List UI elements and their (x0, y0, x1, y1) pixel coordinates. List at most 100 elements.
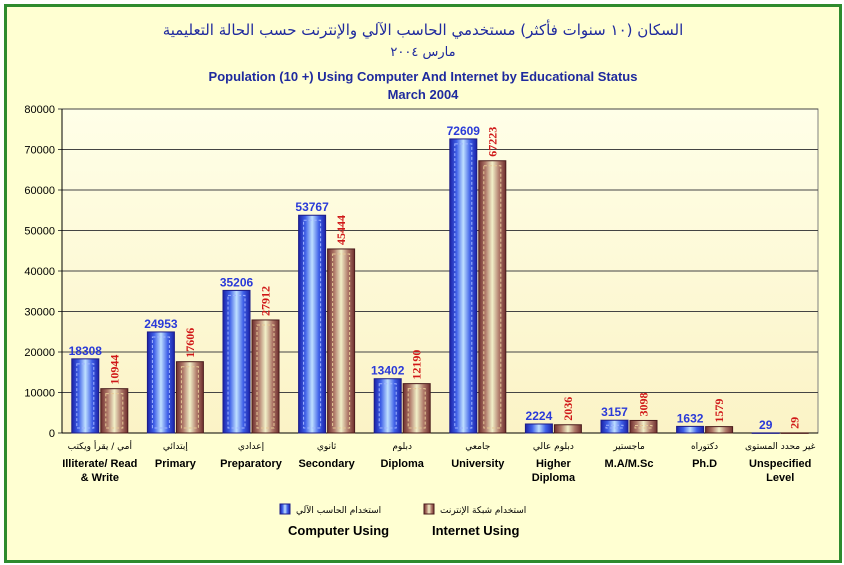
x-tick-label-arabic: جامعي (465, 442, 490, 452)
y-tick-label: 50000 (24, 226, 55, 238)
bar-computer-using (222, 289, 251, 434)
data-label-internet-using: 10944 (107, 355, 121, 385)
legend-label-arabic: استخدام شبكة الإنترنت (440, 506, 526, 516)
bar-inner-pattern (105, 393, 124, 429)
bar-computer-using (600, 419, 629, 434)
x-tick-label: Primary (155, 458, 197, 470)
bar-internet-using (402, 383, 431, 434)
bar-fill (705, 426, 734, 434)
bar-fill (449, 138, 478, 434)
legend-swatch (279, 503, 291, 515)
data-label-internet-using: 17606 (183, 328, 197, 358)
bar-fill (553, 424, 582, 434)
data-label-internet-using: 29 (788, 417, 802, 429)
x-tick-label-arabic: إبتدائي (163, 442, 188, 452)
y-tick-label: 60000 (24, 185, 55, 197)
y-tick-label: 40000 (24, 266, 55, 278)
data-label-computer-using: 13402 (371, 364, 405, 378)
x-tick-label: Preparatory (220, 458, 283, 470)
bar-fill (373, 378, 402, 434)
bar-fill (222, 289, 251, 434)
x-tick-label: Secondary (298, 458, 355, 470)
bar-fill (780, 432, 809, 434)
y-tick-label: 10000 (24, 388, 55, 400)
bar-inner-pattern (151, 336, 170, 429)
x-tick-label: Higher (536, 458, 572, 470)
bar-internet-using (780, 432, 809, 434)
bar-fill (676, 425, 705, 434)
legend-swatch (423, 503, 435, 515)
bar-inner-pattern (454, 143, 473, 429)
data-label-internet-using: 12190 (410, 350, 424, 380)
bar-fill (600, 419, 629, 434)
x-tick-label: University (451, 458, 505, 470)
data-label-internet-using: 1579 (712, 399, 726, 423)
bar-internet-using (327, 248, 356, 434)
data-label-computer-using: 29 (759, 418, 773, 432)
data-label-internet-using: 2036 (561, 397, 575, 421)
chart-subtitle-arabic: مارس ٢٠٠٤ (390, 45, 456, 60)
x-tick-label: Illiterate/ Read (62, 458, 137, 470)
bar-internet-using (705, 426, 734, 434)
x-tick-label: M.A/M.Sc (605, 458, 654, 470)
bar-fill (175, 361, 204, 434)
y-tick-label: 70000 (24, 145, 55, 157)
legend-label-arabic: استخدام الحاسب الآلي (296, 504, 381, 516)
bar-fill (327, 248, 356, 434)
data-label-internet-using: 45444 (334, 215, 348, 245)
data-label-computer-using: 1632 (677, 411, 704, 425)
bar-inner-pattern (378, 383, 397, 429)
bar-fill (478, 160, 507, 434)
bar-internet-using (629, 419, 658, 434)
bar-internet-using (175, 361, 204, 434)
x-tick-label: Diploma (380, 458, 424, 470)
data-label-computer-using: 24953 (144, 317, 178, 331)
legend-item-computer-using: استخدام الحاسب الآلي Computer Using (279, 503, 389, 538)
bar-inner-pattern (483, 165, 502, 429)
data-label-internet-using: 27912 (259, 286, 273, 316)
bar-computer-using (751, 432, 780, 434)
x-tick-label-arabic: أمي / يقرأ ويكتب (68, 440, 132, 452)
x-tick-label-arabic: دبلوم (392, 442, 412, 452)
y-tick-label: 80000 (24, 104, 55, 116)
x-tick-label-arabic: إعدادي (238, 442, 264, 452)
x-tick-label-arabic: دبلوم عالي (533, 442, 574, 452)
y-tick-label: 30000 (24, 307, 55, 319)
chart-title: Population (10 +) Using Computer And Int… (208, 69, 638, 84)
x-tick-label-arabic: ماجستير (612, 442, 645, 452)
y-tick-label: 0 (49, 428, 55, 440)
bar-fill (100, 388, 129, 434)
legend-label: Computer Using (288, 523, 389, 538)
data-label-computer-using: 3157 (601, 405, 628, 419)
bar-fill (146, 331, 175, 434)
bar-inner-pattern (227, 294, 246, 429)
bar-computer-using (449, 138, 478, 434)
bar-fill (251, 319, 280, 434)
legend-item-internet-using: استخدام شبكة الإنترنت Internet Using (423, 503, 526, 538)
x-tick-label-arabic: دكتوراه (691, 442, 718, 452)
bar-inner-pattern (634, 424, 653, 429)
bar-internet-using (100, 388, 129, 434)
bar-computer-using (146, 331, 175, 434)
chart-title-arabic: السكان (١٠ سنوات فأكثر) مستخدمي الحاسب ا… (162, 21, 684, 39)
x-tick-label: Unspecified (749, 458, 811, 470)
bar-computer-using (71, 358, 100, 434)
bar-fill (71, 358, 100, 434)
x-tick-label-arabic: غير محدد المستوى (745, 442, 816, 452)
x-tick-label: Ph.D (692, 458, 717, 470)
data-label-computer-using: 2224 (526, 409, 553, 423)
bar-computer-using (676, 425, 705, 434)
x-tick-label: & Write (81, 472, 119, 484)
chart-subtitle: March 2004 (387, 87, 459, 102)
bar-inner-pattern (76, 363, 95, 429)
bar-internet-using (478, 160, 507, 434)
x-tick-label: Diploma (532, 472, 576, 484)
data-label-computer-using: 18308 (69, 344, 103, 358)
bar-fill (402, 383, 431, 434)
legend-label: Internet Using (432, 523, 519, 538)
bar-inner-pattern (407, 388, 426, 429)
data-label-computer-using: 35206 (220, 275, 254, 289)
bar-fill (524, 423, 553, 434)
data-label-computer-using: 72609 (447, 124, 481, 138)
